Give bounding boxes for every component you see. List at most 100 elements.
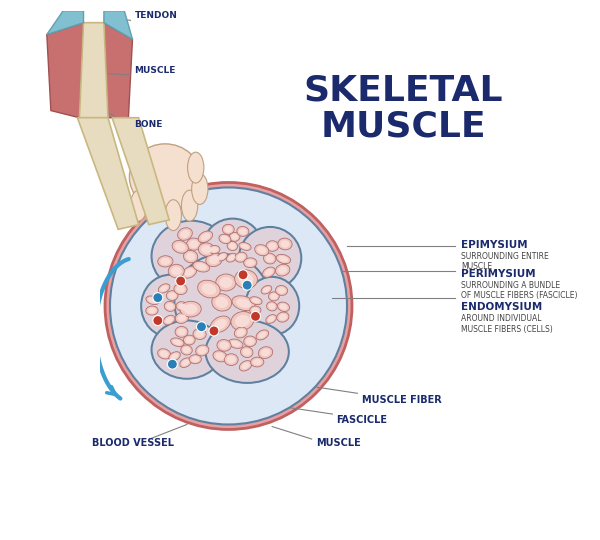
Ellipse shape <box>227 356 236 363</box>
Text: BONE: BONE <box>134 120 163 129</box>
Ellipse shape <box>160 286 168 292</box>
Ellipse shape <box>271 293 277 299</box>
Text: BLOOD VESSEL: BLOOD VESSEL <box>92 438 174 448</box>
Ellipse shape <box>198 231 212 242</box>
Ellipse shape <box>211 316 230 333</box>
Ellipse shape <box>211 247 218 252</box>
Ellipse shape <box>244 336 256 347</box>
Ellipse shape <box>201 233 210 240</box>
Ellipse shape <box>237 254 245 260</box>
Ellipse shape <box>206 253 222 267</box>
Ellipse shape <box>228 255 235 260</box>
Ellipse shape <box>279 314 287 320</box>
Circle shape <box>238 270 248 280</box>
Ellipse shape <box>175 313 188 323</box>
Ellipse shape <box>263 287 270 293</box>
Ellipse shape <box>191 173 208 205</box>
Ellipse shape <box>229 339 243 348</box>
Ellipse shape <box>166 303 174 309</box>
Ellipse shape <box>239 242 251 251</box>
Circle shape <box>153 293 163 302</box>
Ellipse shape <box>239 361 252 371</box>
Ellipse shape <box>221 236 229 242</box>
Ellipse shape <box>178 228 193 240</box>
Ellipse shape <box>239 273 253 285</box>
Ellipse shape <box>202 284 216 295</box>
Ellipse shape <box>185 337 193 343</box>
Ellipse shape <box>235 315 250 327</box>
Ellipse shape <box>153 222 229 290</box>
Ellipse shape <box>256 330 269 340</box>
Ellipse shape <box>175 254 270 349</box>
Ellipse shape <box>193 261 209 272</box>
Ellipse shape <box>277 312 289 322</box>
Ellipse shape <box>206 321 289 383</box>
Polygon shape <box>112 118 169 225</box>
Ellipse shape <box>266 302 277 311</box>
Ellipse shape <box>171 353 178 359</box>
Polygon shape <box>79 23 108 118</box>
Ellipse shape <box>217 340 231 351</box>
Ellipse shape <box>251 357 264 367</box>
Ellipse shape <box>175 243 185 251</box>
Ellipse shape <box>259 347 272 359</box>
Ellipse shape <box>182 266 197 278</box>
Ellipse shape <box>146 296 160 305</box>
Ellipse shape <box>251 307 259 313</box>
Ellipse shape <box>193 329 206 340</box>
Ellipse shape <box>181 190 198 221</box>
Ellipse shape <box>176 286 185 293</box>
Ellipse shape <box>219 234 231 244</box>
Ellipse shape <box>278 287 286 294</box>
Ellipse shape <box>199 243 215 256</box>
Ellipse shape <box>257 247 266 254</box>
Ellipse shape <box>229 232 240 241</box>
Circle shape <box>105 183 352 429</box>
Ellipse shape <box>235 270 257 288</box>
Circle shape <box>209 326 219 336</box>
Ellipse shape <box>170 338 184 347</box>
Ellipse shape <box>231 312 254 330</box>
Circle shape <box>176 276 185 286</box>
Ellipse shape <box>245 277 299 335</box>
Ellipse shape <box>178 314 186 321</box>
Polygon shape <box>104 11 133 39</box>
Ellipse shape <box>226 253 237 262</box>
Ellipse shape <box>246 260 254 266</box>
Ellipse shape <box>240 228 300 288</box>
Ellipse shape <box>263 267 275 278</box>
Ellipse shape <box>250 296 262 305</box>
Text: SURROUNDING A BUNDLE
OF MUSCLE FIBERS (FASCICLE): SURROUNDING A BUNDLE OF MUSCLE FIBERS (F… <box>461 281 578 300</box>
Ellipse shape <box>239 227 301 289</box>
Ellipse shape <box>163 315 175 325</box>
Ellipse shape <box>207 322 287 382</box>
Ellipse shape <box>252 298 260 303</box>
Text: TENDON: TENDON <box>134 11 178 20</box>
Ellipse shape <box>158 284 170 293</box>
Ellipse shape <box>141 275 199 337</box>
Ellipse shape <box>268 242 277 249</box>
Ellipse shape <box>213 350 227 362</box>
Ellipse shape <box>278 302 290 312</box>
Ellipse shape <box>246 338 254 345</box>
Ellipse shape <box>224 226 232 233</box>
Ellipse shape <box>254 245 269 256</box>
Ellipse shape <box>184 304 197 314</box>
Ellipse shape <box>269 292 280 301</box>
Ellipse shape <box>275 264 290 276</box>
Ellipse shape <box>169 352 181 361</box>
Ellipse shape <box>278 238 292 250</box>
Ellipse shape <box>148 308 156 314</box>
Ellipse shape <box>153 322 221 377</box>
Circle shape <box>251 312 260 321</box>
Text: MUSCLE: MUSCLE <box>316 438 361 448</box>
Ellipse shape <box>220 342 229 349</box>
Ellipse shape <box>181 345 192 355</box>
Ellipse shape <box>176 255 269 348</box>
Ellipse shape <box>219 277 232 288</box>
Text: MUSCLE FIBER: MUSCLE FIBER <box>362 395 442 404</box>
Ellipse shape <box>180 230 190 238</box>
Ellipse shape <box>148 298 157 303</box>
Circle shape <box>167 359 178 369</box>
Ellipse shape <box>209 245 220 254</box>
